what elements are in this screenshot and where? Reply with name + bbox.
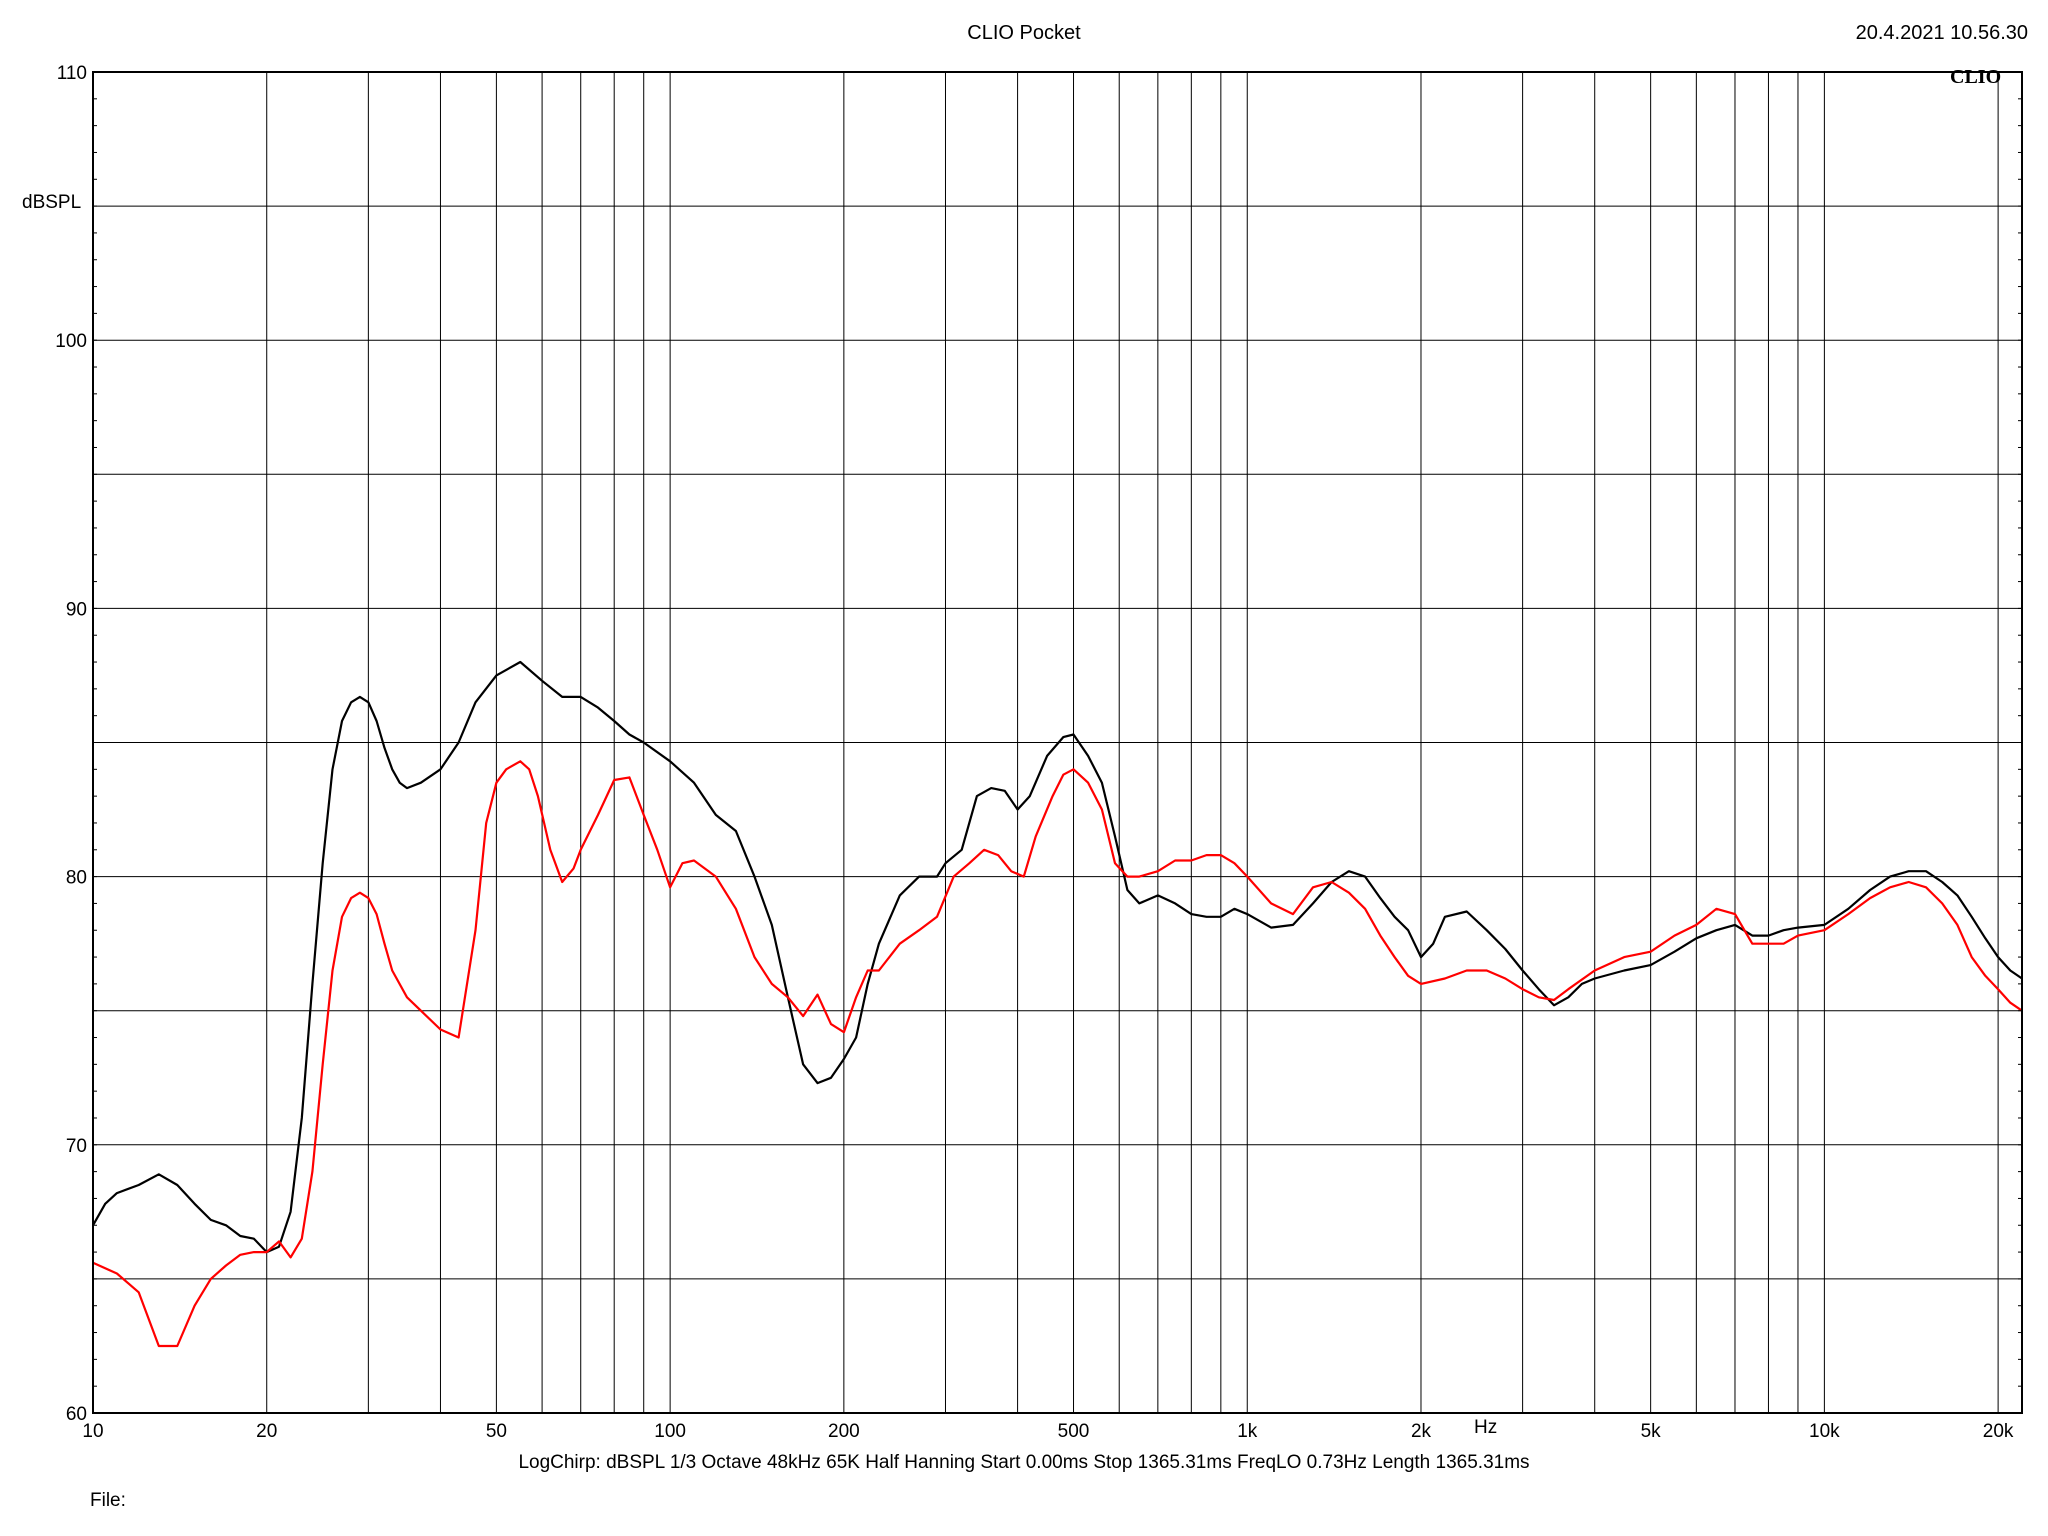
y-tick-label: 80 <box>66 868 87 889</box>
x-tick-label: 10k <box>1809 1421 1840 1442</box>
y-axis-ticks: 60 70 80 90 100 110 <box>55 63 2022 1425</box>
x-tick-label: 500 <box>1058 1421 1090 1442</box>
series-line-2 <box>92 760 2023 1348</box>
x-tick-label: 5k <box>1641 1421 1662 1442</box>
clio-logo: CLIO <box>1950 66 2002 88</box>
x-tick-label: 200 <box>828 1421 860 1442</box>
y-tick-label: 110 <box>57 63 87 84</box>
x-tick-label: 20 <box>256 1421 277 1442</box>
timestamp: 20.4.2021 10.56.30 <box>1855 22 2028 44</box>
series-layer <box>92 660 2023 1348</box>
file-label: File: <box>90 1490 126 1511</box>
y-tick-label: 60 <box>66 1404 87 1425</box>
x-tick-label: 20k <box>1983 1421 2014 1442</box>
x-tick-label: 2k <box>1411 1421 1432 1442</box>
x-tick-label: 10 <box>82 1421 103 1442</box>
y-tick-label: 90 <box>66 599 87 620</box>
y-tick-label: 70 <box>66 1136 87 1157</box>
x-tick-label: 100 <box>654 1421 686 1442</box>
x-tick-label: 50 <box>486 1421 507 1442</box>
series-line-1 <box>92 660 2023 1254</box>
measurement-parameters: LogChirp: dBSPL 1/3 Octave 48kHz 65K Hal… <box>518 1452 1530 1473</box>
x-axis-label: Hz <box>1474 1417 1498 1438</box>
x-axis-ticks: 10 20 50 100 200 500 1k 2k 5k 10k 20k <box>82 1421 2013 1442</box>
y-tick-label: 100 <box>55 331 87 352</box>
chart-title: CLIO Pocket <box>967 22 1081 44</box>
y-axis-label: dBSPL <box>22 192 82 213</box>
x-tick-label: 1k <box>1237 1421 1258 1442</box>
